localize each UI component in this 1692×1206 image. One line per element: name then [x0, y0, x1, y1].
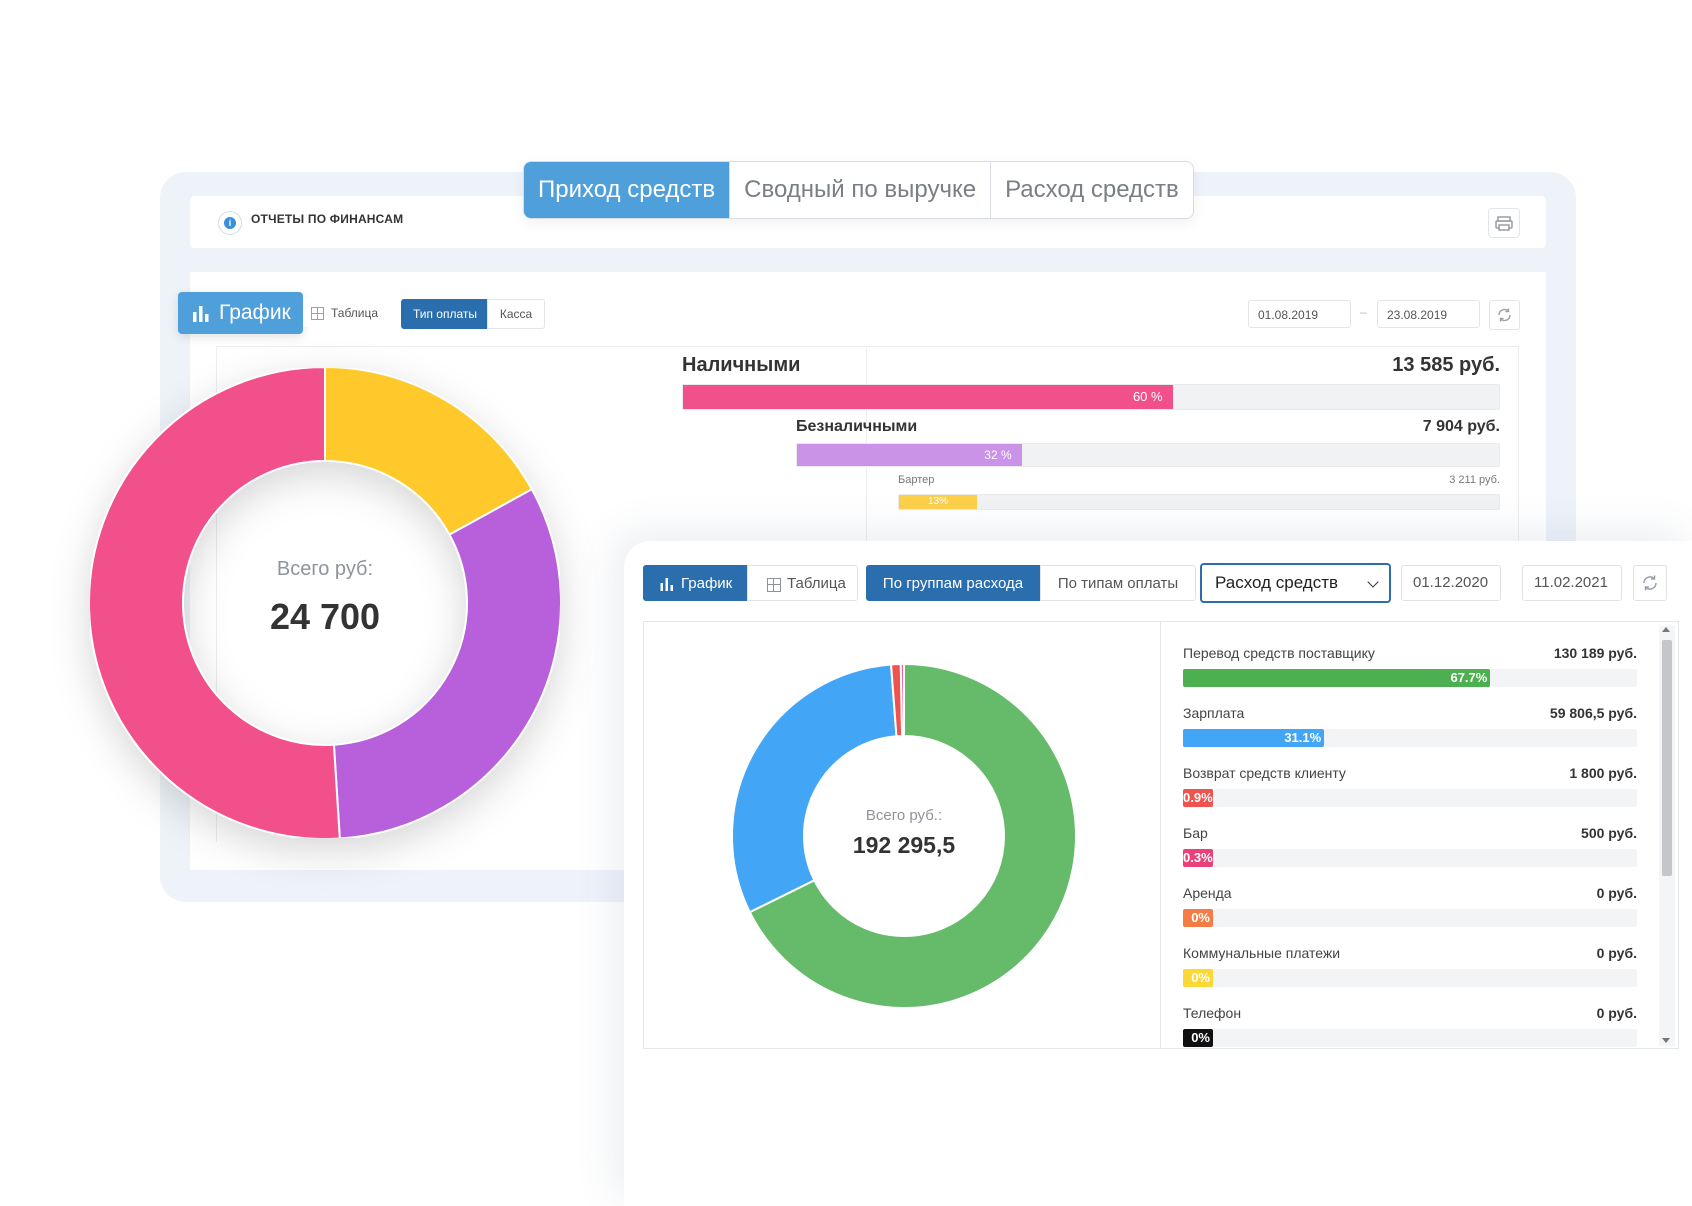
table-view-label: Таблица: [331, 306, 379, 320]
expense-category-value: 500 руб.: [1581, 825, 1637, 841]
chart-area-border: [216, 346, 217, 842]
expense-category-name: Аренда: [1183, 885, 1232, 901]
expense-category-track: 31.1%: [1183, 729, 1637, 747]
expense-category-name: Зарплата: [1183, 705, 1245, 721]
expenses-donut-segment-0: [748, 662, 1077, 1009]
expense-category-track: 0%: [1183, 909, 1637, 927]
chart-area-border: [1518, 346, 1519, 542]
expenses-date-to-input[interactable]: 11.02.2021: [1522, 565, 1622, 601]
expense-category-track: 67.7%: [1183, 669, 1637, 687]
by-expense-groups-button[interactable]: По группам расхода: [866, 565, 1040, 601]
printer-icon: [1495, 216, 1513, 231]
expenses-table-view-button[interactable]: Таблица: [747, 565, 858, 601]
payment-label-cash: Наличными: [682, 354, 801, 376]
expenses-total-label: Всего руб.:: [865, 807, 943, 824]
payment-label-barter: Бартер: [898, 474, 935, 486]
expenses-table-view-label: Таблица: [787, 575, 846, 592]
info-icon[interactable]: i: [218, 211, 242, 235]
payment-bar-barter: 13%: [899, 495, 977, 509]
payment-bar-card: 32 %: [797, 444, 1022, 466]
expenses-content-area: [643, 621, 1679, 1049]
chevron-down-icon: [1367, 576, 1379, 588]
expense-category-value: 1 800 руб.: [1569, 765, 1637, 781]
bar-chart-icon: [660, 578, 673, 591]
expenses-donut-segment-3: [899, 662, 905, 738]
payment-track-card: 32 %: [796, 443, 1500, 467]
income-total-value: 24 700: [269, 596, 381, 637]
scroll-down-icon[interactable]: [1662, 1038, 1670, 1043]
expense-category-name: Возврат средств клиенту: [1183, 765, 1346, 781]
table-icon: [311, 307, 324, 320]
expenses-chart-view-button[interactable]: График: [643, 565, 747, 601]
payment-value-cash: 13 585 руб.: [1392, 354, 1500, 376]
payment-label-card: Безналичными: [796, 418, 918, 435]
scroll-up-icon[interactable]: [1662, 627, 1670, 632]
expense-category-track: 0%: [1183, 969, 1637, 987]
expense-category-track: 0.3%: [1183, 849, 1637, 867]
tab-expenses[interactable]: Расход средств: [990, 162, 1193, 218]
by-payment-types-button[interactable]: По типам оплаты: [1040, 565, 1196, 601]
expense-category-value: 130 189 руб.: [1553, 645, 1637, 661]
income-donut-chart: [90, 368, 560, 838]
expenses-donut-chart: [731, 662, 1077, 1009]
expense-category-bar: 67.7%: [1183, 669, 1491, 687]
print-button[interactable]: [1488, 208, 1520, 238]
income-total-label: Всего руб:: [276, 558, 374, 580]
payment-value-card: 7 904 руб.: [1422, 418, 1500, 435]
expense-category-name: Телефон: [1183, 1005, 1242, 1021]
expense-category-bar: 0.9%: [1183, 789, 1213, 807]
expense-category-value: 0 руб.: [1596, 945, 1637, 961]
refresh-icon: [1498, 308, 1511, 322]
table-icon: [767, 578, 781, 592]
expenses-chart-view-label: График: [681, 575, 733, 592]
tab-income[interactable]: Приход средств: [524, 162, 730, 218]
chart-area-border: [216, 346, 1518, 347]
report-type-select[interactable]: Расход средств: [1200, 563, 1391, 603]
expense-category-track: 0.9%: [1183, 789, 1637, 807]
date-to-input[interactable]: 23.08.2019: [1377, 300, 1480, 328]
expenses-donut-segment-1: [731, 663, 898, 914]
chart-view-label: График: [219, 301, 291, 324]
expense-category-name: Коммунальные платежи: [1183, 945, 1341, 961]
expense-category-bar: 0%: [1183, 969, 1213, 987]
table-view-button[interactable]: Таблица: [303, 299, 395, 327]
income-donut-segment-1: [332, 487, 560, 838]
scrollbar-thumb[interactable]: [1662, 640, 1672, 876]
refresh-button[interactable]: [1489, 300, 1520, 330]
expense-category-value: 59 806,5 руб.: [1549, 705, 1637, 721]
report-type-tabs: Приход средств Сводный по выручке Расход…: [523, 161, 1194, 219]
payment-track-cash: 60 %: [682, 384, 1500, 410]
expense-category-bar: 31.1%: [1183, 729, 1325, 747]
expenses-divider: [1160, 622, 1161, 1048]
cashbox-button[interactable]: Касса: [487, 299, 545, 329]
date-separator: –: [1360, 305, 1367, 319]
expenses-date-from-input[interactable]: 01.12.2020: [1401, 565, 1501, 601]
chart-view-button[interactable]: График: [178, 292, 303, 334]
pay-type-button[interactable]: Тип оплаты: [401, 299, 489, 329]
payment-value-barter: 3 211 руб.: [1449, 474, 1500, 486]
expense-category-track: 0%: [1183, 1029, 1637, 1047]
expenses-total-value: 192 295,5: [852, 832, 956, 858]
report-type-select-value: Расход средств: [1215, 573, 1339, 592]
expense-category-bar: 0.3%: [1183, 849, 1213, 867]
expense-category-value: 0 руб.: [1596, 885, 1637, 901]
refresh-icon: [1643, 575, 1657, 591]
expenses-refresh-button[interactable]: [1633, 565, 1667, 601]
payment-track-barter: 13%: [898, 494, 1500, 510]
report-title: ОТЧЕТЫ ПО ФИНАНСАМ: [251, 212, 404, 226]
expense-category-bar: 0%: [1183, 1029, 1213, 1047]
expense-category-bar: 0%: [1183, 909, 1213, 927]
date-from-input[interactable]: 01.08.2019: [1248, 300, 1351, 328]
bar-chart-icon: [193, 306, 209, 322]
expense-category-value: 0 руб.: [1596, 1005, 1637, 1021]
income-donut-segment-2: [90, 368, 341, 838]
tab-revenue-summary[interactable]: Сводный по выручке: [729, 162, 990, 218]
payment-bar-cash: 60 %: [683, 385, 1173, 409]
expense-category-name: Перевод средств поставщику: [1183, 645, 1375, 661]
expense-category-name: Бар: [1183, 825, 1208, 841]
